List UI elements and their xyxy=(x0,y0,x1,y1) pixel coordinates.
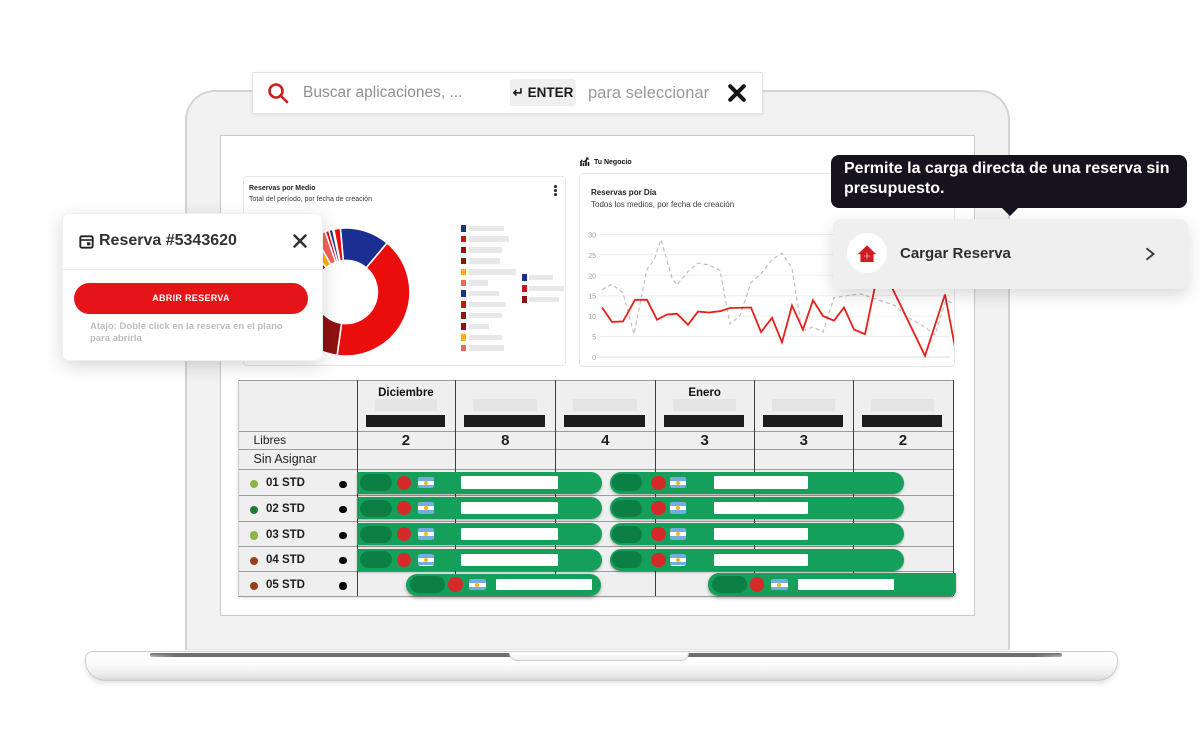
svg-text:25: 25 xyxy=(588,253,596,260)
svg-text:5: 5 xyxy=(592,335,596,342)
svg-text:0: 0 xyxy=(592,355,596,362)
svg-text:15: 15 xyxy=(588,294,596,301)
svg-text:10: 10 xyxy=(588,314,596,321)
svg-text:20: 20 xyxy=(588,273,596,280)
svg-text:30: 30 xyxy=(588,232,596,239)
